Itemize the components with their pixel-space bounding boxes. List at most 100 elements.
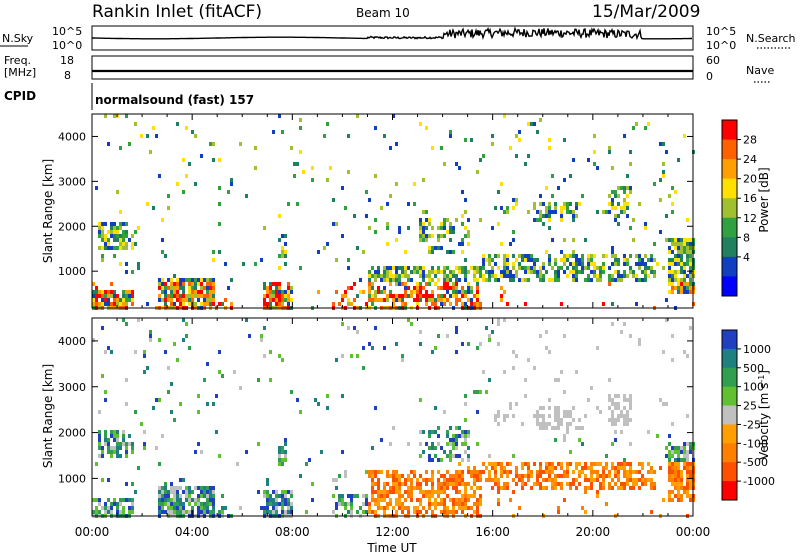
echo-cell <box>512 274 515 278</box>
echo-cell <box>281 502 284 506</box>
echo-cell <box>482 278 485 282</box>
colorbar-segment <box>722 139 737 160</box>
echo-cell <box>107 478 110 482</box>
echo-cell <box>104 302 107 306</box>
echo-cell <box>536 418 539 422</box>
echo-cell <box>164 350 167 354</box>
echo-cell <box>440 446 443 450</box>
echo-cell <box>632 126 635 130</box>
echo-cell <box>386 242 389 246</box>
echo-cell <box>686 478 689 482</box>
echo-cell <box>644 254 647 258</box>
echo-cell <box>503 270 506 274</box>
echo-cell <box>545 206 548 210</box>
echo-cell <box>647 462 650 466</box>
echo-cell <box>617 194 620 198</box>
echo-cell <box>629 270 632 274</box>
echo-cell <box>506 470 509 474</box>
echo-cell <box>335 506 338 510</box>
echo-cell <box>437 426 440 430</box>
echo-cell <box>494 462 497 466</box>
echo-cell <box>506 266 509 270</box>
echo-cell <box>110 230 113 234</box>
echo-cell <box>176 490 179 494</box>
echo-cell <box>287 294 290 298</box>
echo-cell <box>449 286 452 290</box>
echo-cell <box>107 290 110 294</box>
echo-cell <box>350 510 353 514</box>
echo-cell <box>344 502 347 506</box>
echo-cell <box>608 486 611 490</box>
echo-cell <box>485 390 488 394</box>
echo-cell <box>437 478 440 482</box>
echo-cell <box>326 122 329 126</box>
echo-cell <box>623 482 626 486</box>
echo-cell <box>212 506 215 510</box>
echo-cell <box>674 246 677 250</box>
echo-cell <box>533 462 536 466</box>
echo-cell <box>128 498 131 502</box>
echo-cell <box>428 294 431 298</box>
freq-left-tick-bottom: 8 <box>64 69 71 82</box>
echo-cell <box>386 482 389 486</box>
echo-cell <box>566 202 569 206</box>
echo-cell <box>461 266 464 270</box>
echo-cell <box>179 498 182 502</box>
echo-cell <box>434 282 437 286</box>
echo-cell <box>488 254 491 258</box>
echo-cell <box>257 490 260 494</box>
echo-cell <box>602 486 605 490</box>
echo-cell <box>398 478 401 482</box>
echo-cell <box>284 242 287 246</box>
echo-cell <box>677 498 680 502</box>
echo-cell <box>680 494 683 498</box>
echo-cell <box>650 270 653 274</box>
echo-cell <box>437 266 440 270</box>
echo-cell <box>197 298 200 302</box>
echo-cell <box>464 198 467 202</box>
echo-cell <box>371 282 374 286</box>
echo-cell <box>272 510 275 514</box>
echo-cell <box>440 234 443 238</box>
echo-cell <box>170 482 173 486</box>
echo-cell <box>164 298 167 302</box>
echo-cell <box>419 298 422 302</box>
echo-cell <box>431 290 434 294</box>
echo-cell <box>161 218 164 222</box>
echo-cell <box>194 290 197 294</box>
echo-cell <box>644 222 647 226</box>
echo-cell <box>296 162 299 166</box>
echo-cell <box>389 490 392 494</box>
echo-cell <box>677 238 680 242</box>
echo-cell <box>629 266 632 270</box>
echo-cell <box>455 266 458 270</box>
echo-cell <box>425 494 428 498</box>
echo-cell <box>674 190 677 194</box>
echo-cell <box>587 158 590 162</box>
echo-cell <box>665 402 668 406</box>
echo-cell <box>206 486 209 490</box>
echo-cell <box>554 210 557 214</box>
echo-cell <box>455 286 458 290</box>
echo-cell <box>479 478 482 482</box>
echo-cell <box>368 270 371 274</box>
echo-cell <box>566 470 569 474</box>
colorbar-tick-label: 500 <box>743 362 764 375</box>
echo-cell <box>608 378 611 382</box>
echo-cell <box>404 482 407 486</box>
echo-cell <box>200 502 203 506</box>
echo-cell <box>266 482 269 486</box>
echo-cell <box>539 274 542 278</box>
echo-cell <box>395 478 398 482</box>
echo-cell <box>515 466 518 470</box>
echo-cell <box>536 422 539 426</box>
echo-cell <box>596 346 599 350</box>
echo-cell <box>680 498 683 502</box>
echo-cell <box>404 270 407 274</box>
echo-cell <box>98 294 101 298</box>
echo-cell <box>365 498 368 502</box>
echo-cell <box>182 338 185 342</box>
echo-cell <box>674 458 677 462</box>
echo-cell <box>563 258 566 262</box>
echo-cell <box>677 282 680 286</box>
